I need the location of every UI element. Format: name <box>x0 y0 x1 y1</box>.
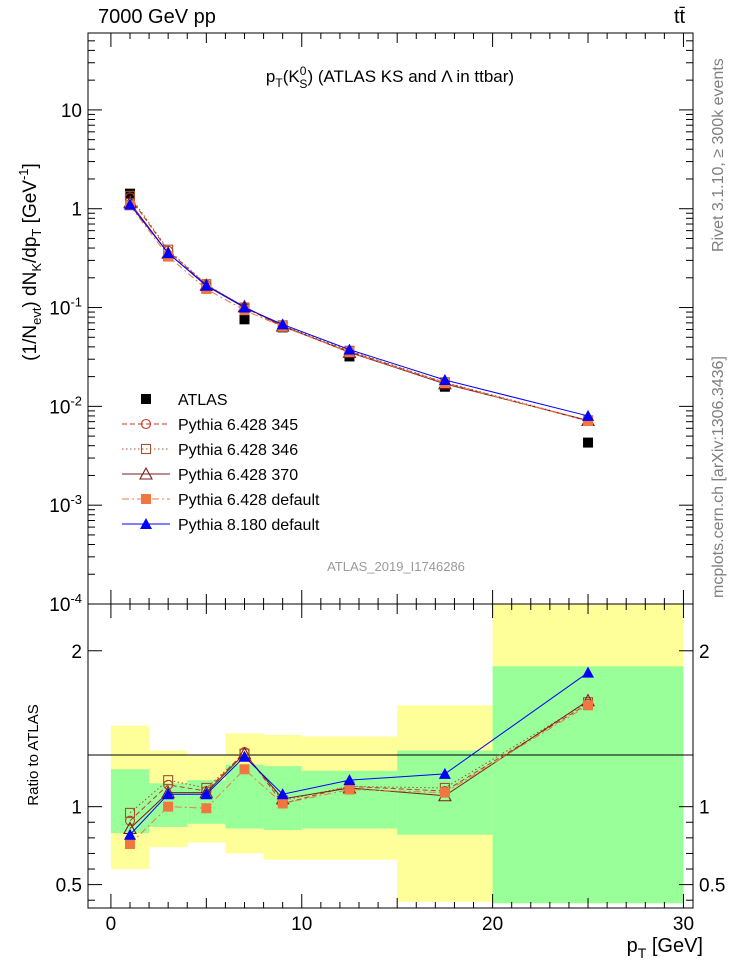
data-point <box>582 409 595 421</box>
legend-label: Pythia 6.428 370 <box>178 467 298 484</box>
x-axis-label: pT [GeV] <box>627 935 703 961</box>
main-y-tick-label: 10-2 <box>49 393 82 418</box>
ratio-line <box>129 672 589 836</box>
ratio-point <box>439 787 450 798</box>
ratio-y-tick-label: 2 <box>71 642 82 663</box>
series-line <box>129 195 589 421</box>
ratio-point <box>124 839 135 850</box>
main-panel: 10 1 10-1 10-2 10-3 10-4 pT(K0 S) (ATLAS KS an… <box>16 32 694 616</box>
series-line <box>129 202 589 421</box>
data-point <box>583 416 594 427</box>
ratio-y-tick-label-right: 0.5 <box>699 876 725 897</box>
legend: ATLAS Pythia 6.428 345 Pythia 6.428 346 Pyt… <box>122 392 320 534</box>
legend-marker <box>141 394 151 404</box>
data-point <box>124 188 135 199</box>
legend-label: ATLAS <box>178 392 228 409</box>
ratio-point <box>162 788 175 800</box>
series-line <box>129 205 589 422</box>
legend-item-pythia-6-428-345: Pythia 6.428 345 <box>122 417 298 434</box>
ratio-point <box>124 815 136 826</box>
series-line <box>129 197 589 422</box>
legend-item-pythia-8-180-default: Pythia 8.180 default <box>122 517 320 534</box>
ratio-point <box>582 666 595 678</box>
analysis-label: ATLAS_2019_I1746286 <box>327 559 465 574</box>
legend-item-pythia-6-428-default: Pythia 6.428 default <box>122 492 320 509</box>
main-y-tick-label: 1 <box>71 200 82 221</box>
data-point <box>583 437 594 448</box>
ratio-y-axis-label: Ratio to ATLAS <box>25 704 42 805</box>
ratio-point <box>201 803 212 814</box>
legend-label: Pythia 6.428 345 <box>178 417 298 434</box>
legend-item-atlas: ATLAS <box>141 392 228 409</box>
legend-label: Pythia 6.428 346 <box>178 442 298 459</box>
ratio-point <box>124 807 136 818</box>
ratio-line <box>129 701 589 814</box>
legend-item-pythia-6-428-346: Pythia 6.428 346 <box>122 442 298 459</box>
ratio-point <box>238 750 251 762</box>
main-y-tick-label: 10-1 <box>49 295 82 320</box>
legend-marker <box>140 443 152 455</box>
energy-label: 7000 GeV pp <box>98 6 216 28</box>
main-y-tick-label: 10-3 <box>49 492 82 517</box>
main-y-axis-label: (1/Nevt) dNK/dpT [GeV-1] <box>16 163 44 361</box>
main-y-tick-label: 10-4 <box>49 591 82 616</box>
ratio-y-tick-label-right: 1 <box>699 798 710 819</box>
main-title: pT(K0 S) (ATLAS KS and Λ in ttbar) <box>266 64 514 91</box>
ratio-point <box>123 828 136 840</box>
ratio-frame <box>87 603 694 909</box>
x-tick-label: 0 <box>106 914 117 935</box>
ratio-y-tick-label: 1 <box>71 798 82 819</box>
process-label: tt̄ <box>674 6 686 28</box>
data-point <box>239 314 250 325</box>
main-y-tick-label: 10 <box>61 101 82 122</box>
ratio-point <box>239 764 250 775</box>
rivet-version-label: Rivet 3.1.10, ≥ 300k events <box>710 58 727 252</box>
data-point <box>200 279 213 291</box>
ratio-y-tick-label: 0.5 <box>56 876 82 897</box>
ratio-series-pythia-8-180-default <box>123 666 595 840</box>
data-point <box>238 301 251 313</box>
legend-marker <box>140 518 152 529</box>
data-point <box>276 318 289 330</box>
data-point <box>438 373 451 385</box>
legend-label: Pythia 6.428 default <box>178 492 320 509</box>
ratio-panel: 2 2 1 1 0.5 0.5 0 10 20 30 Ratio to ATLAS pT [Ge… <box>25 603 725 961</box>
x-tick-label: 20 <box>482 914 503 935</box>
legend-item-pythia-6-428-370: Pythia 6.428 370 <box>122 466 298 484</box>
ratio-point <box>343 774 356 786</box>
legend-marker <box>139 466 153 480</box>
ratio-point <box>200 788 213 800</box>
legend-label: Pythia 8.180 default <box>178 517 320 534</box>
ratio-point <box>277 798 288 809</box>
ratio-point <box>276 788 289 800</box>
legend-marker <box>140 418 152 430</box>
x-tick-label: 10 <box>291 914 312 935</box>
x-tick-label: 30 <box>673 914 694 935</box>
legend-marker <box>141 494 151 504</box>
ratio-point <box>163 801 174 812</box>
ratio-line <box>129 703 589 822</box>
mcplots-label: mcplots.cern.ch [arXiv:1306.3436] <box>710 356 727 598</box>
data-point <box>123 198 136 210</box>
ratio-series-pythia-6-428-default <box>124 700 594 850</box>
ratio-point <box>583 700 594 711</box>
ratio-line <box>129 700 589 829</box>
ratio-point <box>163 775 174 786</box>
data-point <box>162 247 175 259</box>
series-line <box>129 204 589 417</box>
series-pythia-6-428-345 <box>124 192 594 427</box>
ratio-point <box>344 784 355 795</box>
series-pythia-8-180-default <box>123 198 595 421</box>
data-point <box>343 343 356 355</box>
series-pythia-6-428-346 <box>124 190 594 426</box>
ratio-point <box>438 767 451 779</box>
ratio-line <box>129 704 589 845</box>
uncertainty-band-inner <box>225 764 264 829</box>
ratio-y-tick-label-right: 2 <box>699 642 710 663</box>
